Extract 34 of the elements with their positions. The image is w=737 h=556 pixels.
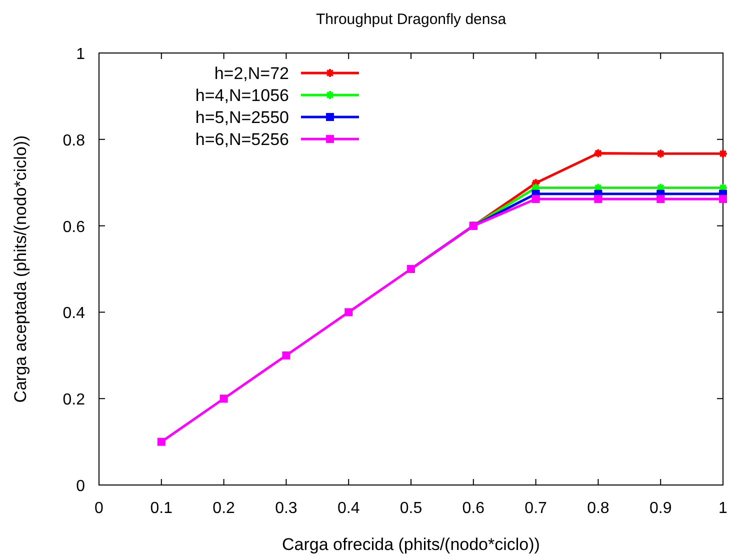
legend-label: h=4,N=1056 (195, 86, 289, 105)
point (593, 148, 604, 158)
x-tick-label: 1 (718, 500, 728, 517)
x-tick-label: 0.4 (337, 500, 360, 517)
point (656, 195, 665, 204)
legend-label: h=6,N=5256 (195, 130, 289, 149)
point (656, 148, 666, 159)
y-tick-label: 0.6 (62, 218, 86, 236)
y-tick-label: 0.2 (62, 392, 86, 409)
point (220, 394, 228, 403)
point (719, 195, 727, 204)
x-tick-label: 0.8 (587, 500, 610, 517)
y-tick-label: 0 (76, 478, 86, 495)
x-tick-label: 0.5 (400, 500, 422, 517)
point (594, 195, 602, 204)
x-tick-label: 0.6 (462, 500, 485, 517)
legend-label: h=5,N=2550 (195, 108, 289, 127)
chart-title: Throughput Dragonfly densa (316, 11, 507, 28)
x-tick-label: 0 (94, 500, 104, 517)
x-tick-label: 0.9 (649, 500, 672, 517)
y-tick-label: 0.8 (62, 132, 86, 150)
x-axis-title: Carga ofrecida (phits/(nodo*ciclo)) (282, 535, 540, 554)
point (532, 195, 540, 204)
y-tick-label: 0.4 (62, 305, 86, 322)
point (344, 308, 353, 316)
x-tick-label: 0.7 (524, 500, 548, 517)
x-tick-label: 0.2 (212, 500, 236, 517)
y-tick-label: 1 (76, 46, 86, 63)
point (157, 438, 166, 446)
point (282, 351, 290, 360)
x-tick-label: 0.3 (275, 500, 298, 517)
x-tick-label: 0.1 (150, 500, 173, 517)
legend-label: h=2,N=72 (214, 64, 289, 83)
y-axis-title: Carga aceptada (phits/(nodo*ciclo)) (11, 135, 30, 403)
